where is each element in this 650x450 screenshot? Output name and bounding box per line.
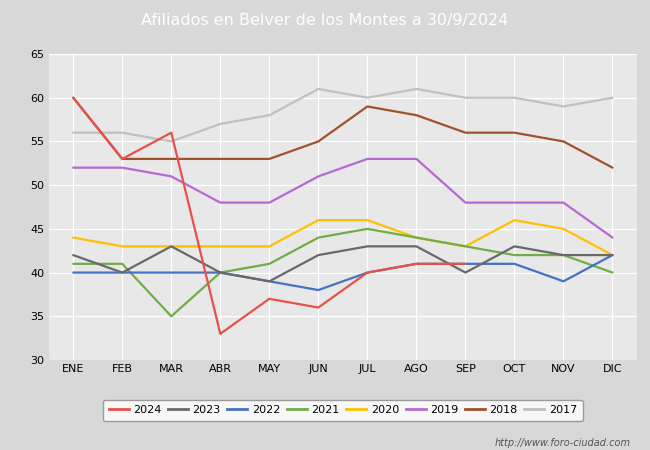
Text: http://www.foro-ciudad.com: http://www.foro-ciudad.com: [495, 438, 630, 448]
Text: Afiliados en Belver de los Montes a 30/9/2024: Afiliados en Belver de los Montes a 30/9…: [141, 13, 509, 28]
Legend: 2024, 2023, 2022, 2021, 2020, 2019, 2018, 2017: 2024, 2023, 2022, 2021, 2020, 2019, 2018…: [103, 400, 582, 421]
